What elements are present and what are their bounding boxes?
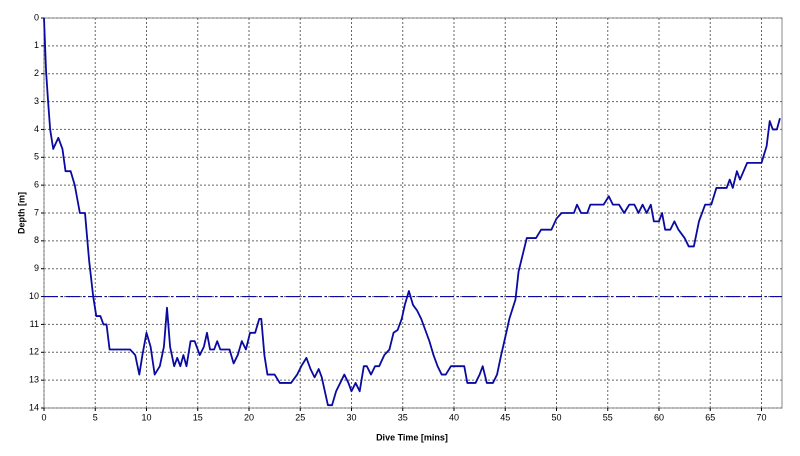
- x-tick-label: 20: [244, 412, 254, 422]
- x-tick-label: 10: [141, 412, 151, 422]
- y-tick-label: 9: [34, 263, 39, 273]
- x-tick-label: 35: [398, 412, 408, 422]
- x-tick-label: 5: [93, 412, 98, 422]
- y-tick-label: 8: [34, 235, 39, 245]
- y-tick-label: 3: [34, 96, 39, 106]
- y-tick-label: 4: [34, 124, 39, 134]
- x-tick-label: 60: [654, 412, 664, 422]
- y-tick-label: 12: [29, 347, 39, 357]
- x-tick-label: 65: [705, 412, 715, 422]
- x-tick-label: 40: [449, 412, 459, 422]
- y-tick-label: 11: [30, 319, 39, 329]
- y-tick-label: 1: [34, 40, 39, 50]
- x-tick-label: 0: [41, 412, 46, 422]
- x-axis-title: Dive Time [mins]: [376, 432, 448, 442]
- y-tick-label: 14: [29, 402, 39, 412]
- x-tick-label: 30: [346, 412, 356, 422]
- x-tick-label: 25: [295, 412, 305, 422]
- y-axis-title: Depth [m]: [16, 192, 26, 234]
- x-tick-label: 70: [756, 412, 766, 422]
- x-tick-label: 55: [603, 412, 613, 422]
- x-tick-label: 50: [551, 412, 561, 422]
- x-tick-label: 15: [193, 412, 203, 422]
- y-tick-label: 0: [34, 12, 39, 22]
- x-tick-label: 45: [500, 412, 510, 422]
- y-tick-label: 5: [34, 152, 39, 162]
- y-tick-label: 2: [34, 68, 39, 78]
- y-tick-label: 10: [29, 291, 39, 301]
- depth-line: [43, 17, 781, 407]
- y-tick-label: 6: [34, 180, 39, 190]
- y-tick-label: 7: [34, 207, 39, 217]
- y-tick-label: 13: [29, 375, 39, 385]
